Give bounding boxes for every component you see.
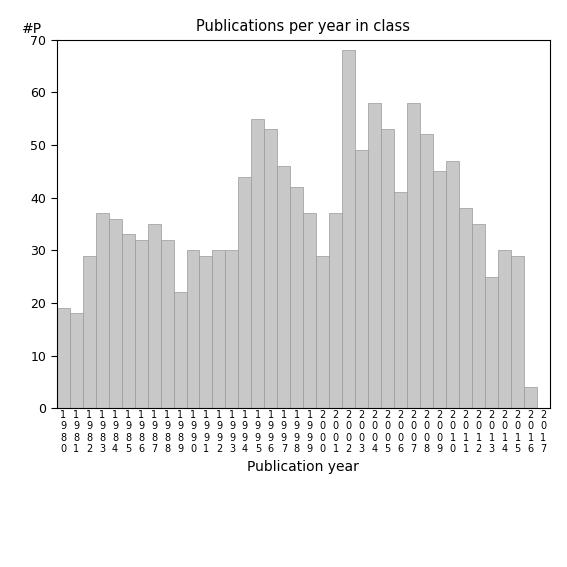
Text: #P: #P [22, 22, 43, 36]
Bar [147, 224, 160, 408]
Bar [524, 387, 537, 408]
Bar [264, 129, 277, 408]
Bar [316, 256, 329, 408]
Bar [290, 187, 303, 408]
Bar [472, 224, 485, 408]
Bar [420, 134, 433, 408]
Bar [498, 250, 511, 408]
Bar [356, 150, 368, 408]
Bar [407, 103, 420, 408]
X-axis label: Publication year: Publication year [247, 460, 359, 474]
Bar [251, 119, 264, 408]
Bar [329, 213, 342, 408]
Bar [200, 256, 213, 408]
Bar [381, 129, 394, 408]
Bar [459, 208, 472, 408]
Bar [394, 192, 407, 408]
Bar [277, 166, 290, 408]
Bar [433, 171, 446, 408]
Bar [134, 240, 147, 408]
Bar [213, 250, 226, 408]
Bar [485, 277, 498, 408]
Bar [239, 176, 251, 408]
Bar [187, 250, 200, 408]
Bar [160, 240, 174, 408]
Bar [226, 250, 239, 408]
Bar [446, 161, 459, 408]
Bar [70, 314, 83, 408]
Title: Publications per year in class: Publications per year in class [196, 19, 411, 35]
Bar [83, 256, 96, 408]
Bar [96, 213, 109, 408]
Bar [511, 256, 524, 408]
Bar [342, 50, 356, 408]
Bar [303, 213, 316, 408]
Bar [121, 235, 134, 408]
Bar [368, 103, 381, 408]
Bar [109, 219, 121, 408]
Bar [57, 308, 70, 408]
Bar [174, 293, 187, 408]
